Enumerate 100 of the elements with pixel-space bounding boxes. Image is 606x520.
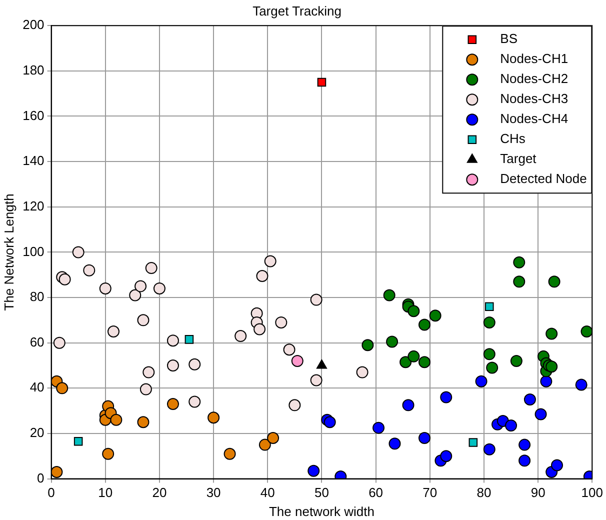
legend-label: Nodes-CH4	[500, 111, 568, 126]
x-tick-label: 50	[314, 485, 329, 500]
point	[256, 270, 268, 282]
point	[208, 412, 220, 424]
point	[53, 336, 66, 349]
point	[254, 323, 266, 336]
legend-label: Target	[500, 151, 537, 166]
point	[310, 294, 322, 306]
point	[524, 393, 536, 406]
y-tick-label: 40	[30, 380, 44, 395]
point	[402, 399, 414, 412]
chart-title: Target Tracking	[252, 3, 342, 18]
point	[137, 314, 150, 326]
point	[540, 375, 552, 388]
point	[518, 438, 531, 451]
point	[551, 459, 563, 472]
point	[429, 310, 442, 322]
point	[383, 289, 396, 302]
legend-label: Nodes-CH2	[500, 71, 568, 86]
x-tick-label: 40	[260, 485, 275, 500]
point	[372, 422, 385, 434]
x-tick-label: 100	[581, 485, 604, 500]
point	[546, 328, 558, 340]
point	[310, 374, 322, 386]
point	[102, 448, 114, 460]
y-tick-label: 180	[22, 62, 44, 78]
y-tick-label: 120	[22, 198, 44, 214]
point	[142, 366, 155, 378]
point	[291, 354, 304, 367]
point	[400, 356, 412, 368]
point	[316, 360, 327, 369]
point	[418, 318, 430, 331]
point	[546, 360, 558, 373]
point	[386, 336, 398, 348]
point	[234, 330, 247, 342]
point	[575, 378, 588, 391]
point	[224, 448, 236, 460]
point	[110, 414, 122, 426]
point	[129, 289, 142, 302]
y-tick-label: 160	[22, 108, 44, 123]
point	[288, 399, 301, 412]
point	[485, 302, 494, 311]
y-axis-title: The Network Length	[1, 194, 16, 311]
point	[483, 348, 496, 360]
point	[56, 382, 68, 394]
point	[580, 326, 592, 338]
point	[137, 416, 150, 428]
y-tick-label: 20	[30, 425, 44, 440]
point	[505, 420, 518, 432]
y-tick-label: 100	[22, 244, 44, 259]
point	[513, 256, 526, 268]
point	[513, 276, 526, 288]
point	[166, 360, 179, 372]
y-tick-label: 0	[37, 470, 44, 486]
y-tick-label: 200	[22, 17, 44, 32]
point	[74, 437, 83, 446]
point	[408, 350, 420, 362]
point	[184, 335, 194, 344]
point	[483, 316, 496, 328]
y-tick-label: 140	[22, 153, 44, 168]
point	[486, 362, 498, 374]
point	[83, 264, 96, 276]
point	[275, 316, 288, 328]
point	[99, 282, 112, 294]
point	[107, 326, 120, 338]
point	[362, 339, 374, 352]
legend-label: BS	[500, 31, 518, 46]
point	[267, 432, 280, 444]
x-tick-label: 30	[206, 485, 221, 500]
x-tick-label: 10	[98, 485, 113, 500]
point	[468, 438, 478, 447]
point	[534, 408, 547, 420]
x-tick-label: 80	[476, 485, 492, 500]
legend-label: Detected Node	[500, 171, 587, 186]
point	[283, 344, 296, 356]
point	[188, 396, 201, 408]
point	[188, 358, 201, 370]
point	[518, 454, 531, 467]
point	[308, 464, 320, 477]
legend-label: CHs	[500, 131, 526, 146]
x-tick-label: 90	[530, 485, 546, 500]
x-tick-label: 20	[152, 485, 167, 500]
point	[475, 375, 488, 388]
point	[58, 273, 71, 286]
point	[264, 255, 276, 268]
legend-label: Nodes-CH1	[500, 51, 568, 66]
point	[166, 334, 179, 347]
point	[356, 366, 368, 378]
x-axis-title: The network width	[268, 504, 374, 519]
point	[440, 450, 452, 462]
point	[440, 391, 452, 404]
point	[166, 398, 179, 410]
x-tick-label: 60	[368, 485, 384, 500]
point	[483, 443, 496, 456]
point	[408, 305, 420, 318]
y-tick-label: 80	[30, 289, 44, 304]
point	[418, 356, 430, 368]
point	[134, 280, 147, 292]
point	[548, 276, 560, 288]
point	[72, 246, 84, 258]
